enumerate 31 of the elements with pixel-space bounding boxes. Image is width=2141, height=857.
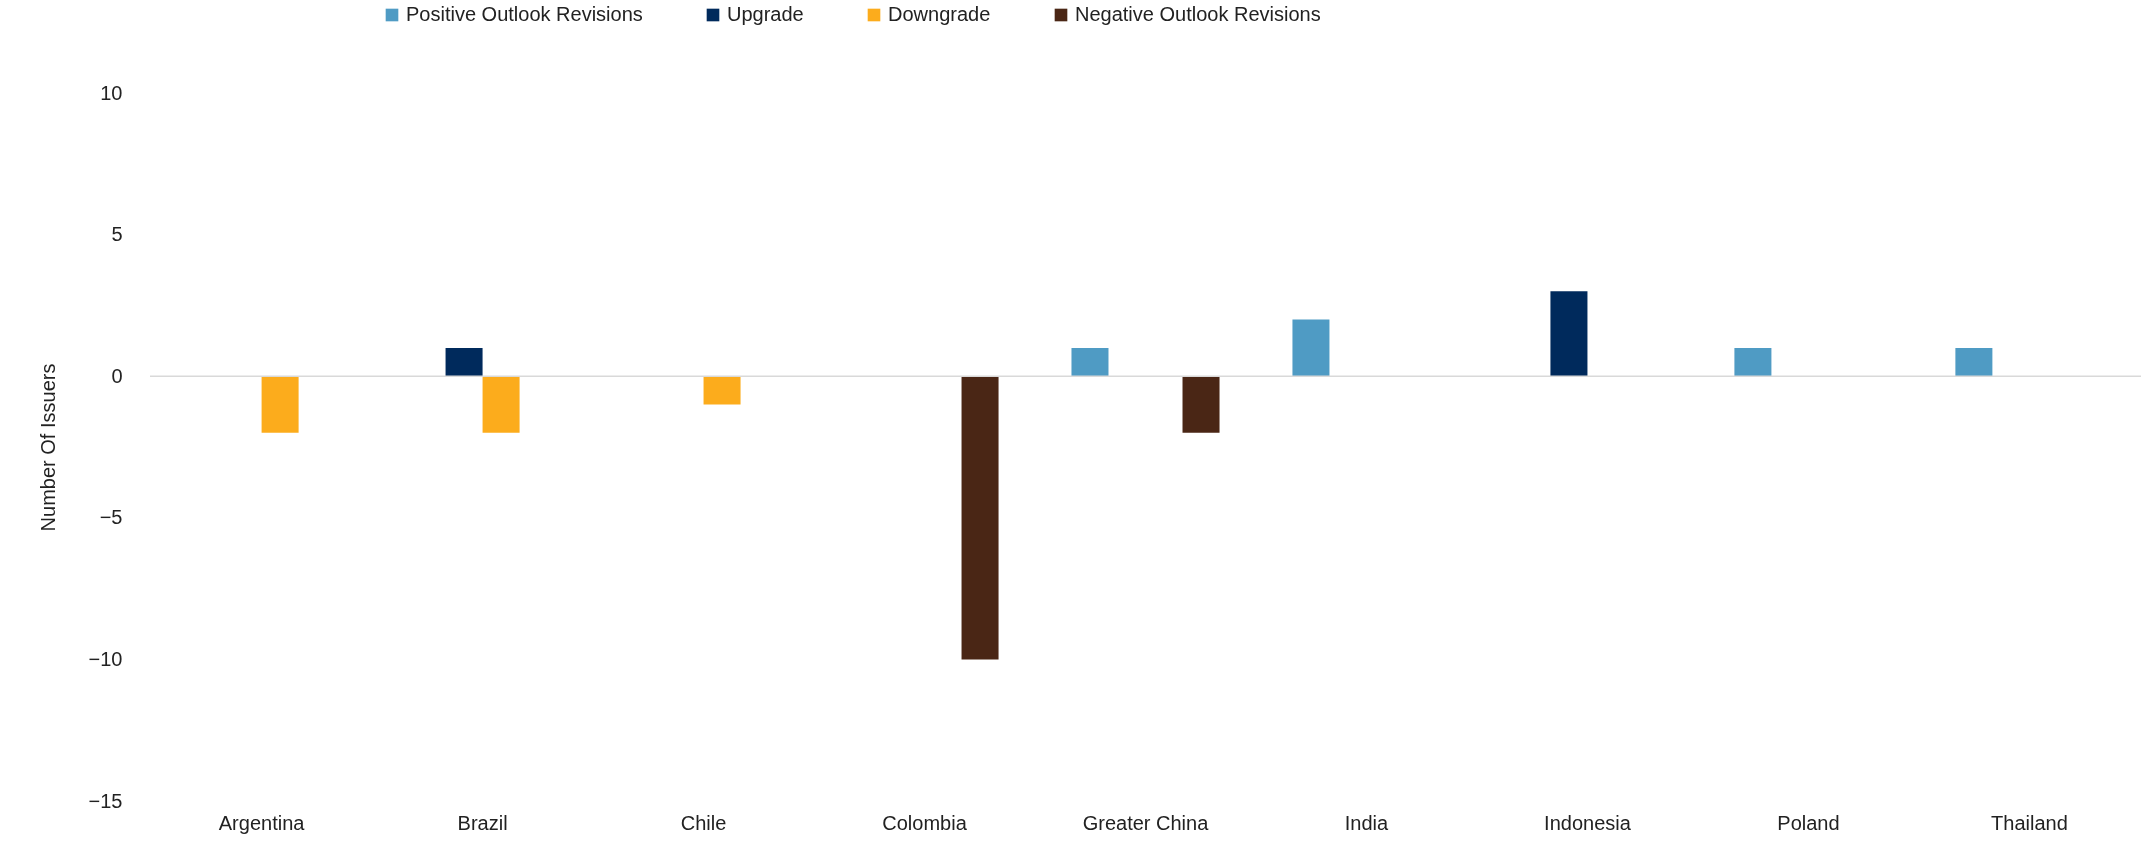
y-tick-label: −5	[99, 506, 123, 529]
bar	[1550, 291, 1588, 377]
x-tick-label: Poland	[1777, 811, 1840, 834]
x-tick-label: Thailand	[1991, 811, 2068, 834]
x-tick-label: Chile	[680, 811, 727, 834]
x-tick-label: India	[1344, 811, 1390, 834]
x-tick-label: Colombia	[882, 811, 968, 834]
bar	[1734, 347, 1772, 377]
y-tick-label: −10	[88, 647, 123, 670]
y-tick-label: 0	[111, 364, 123, 387]
bar	[445, 347, 483, 377]
legend-label: Upgrade	[727, 3, 804, 25]
bar	[961, 376, 999, 660]
y-tick-label: −15	[88, 789, 123, 812]
x-tick-label: Indonesia	[1544, 811, 1632, 834]
bar	[703, 376, 741, 405]
bar	[1292, 319, 1330, 377]
y-tick-label: 10	[100, 81, 123, 104]
x-tick-label: Brazil	[457, 811, 508, 834]
bar	[1955, 347, 1993, 377]
y-tick-label: 5	[111, 223, 123, 246]
bar	[1182, 376, 1220, 433]
bar	[1071, 347, 1109, 377]
y-axis-title: Number Of Issuers	[36, 363, 59, 532]
legend-label: Positive Outlook Revisions	[406, 3, 643, 25]
x-tick-label: Greater China	[1082, 811, 1210, 834]
x-tick-label: Argentina	[218, 811, 306, 834]
bar	[261, 376, 299, 433]
legend-label: Downgrade	[888, 3, 991, 25]
legend-label: Negative Outlook Revisions	[1075, 3, 1321, 25]
bar	[482, 376, 520, 433]
